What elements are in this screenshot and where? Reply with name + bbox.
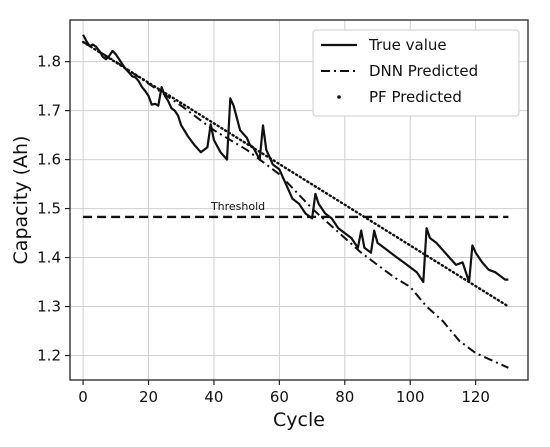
series-line-dnn-predicted xyxy=(82,41,509,369)
x-tick-label: 80 xyxy=(335,388,354,406)
x-tick-label: 40 xyxy=(204,388,223,406)
legend-label-dnn-predicted: DNN Predicted xyxy=(369,62,478,80)
series-line-true-value xyxy=(82,34,509,284)
plot-area-frame xyxy=(69,19,529,381)
x-tick-label: 100 xyxy=(396,388,425,406)
x-tick-label: 20 xyxy=(139,388,158,406)
y-tick-label: 1.5 xyxy=(37,200,61,218)
series-layer xyxy=(81,34,510,369)
series-line-pf-predicted xyxy=(81,40,510,308)
x-axis-title: Cycle xyxy=(273,409,325,431)
x-tick-label: 0 xyxy=(78,388,88,406)
legend-swatch-pf-predicted xyxy=(337,95,341,99)
y-tick-label: 1.6 xyxy=(37,151,61,169)
y-axis-title: Capacity (Ah) xyxy=(10,136,32,265)
y-tick-label: 1.4 xyxy=(37,249,61,267)
legend-box xyxy=(312,29,520,117)
y-tick-label: 1.2 xyxy=(37,347,61,365)
y-tick-label: 1.8 xyxy=(37,53,61,71)
y-tick-label: 1.3 xyxy=(37,298,61,316)
x-tick-label: 60 xyxy=(270,388,289,406)
legend: True value DNN Predicted PF Predicted xyxy=(312,29,520,117)
legend-label-pf-predicted: PF Predicted xyxy=(369,88,462,106)
x-tick-label: 120 xyxy=(461,388,490,406)
legend-label-true-value: True value xyxy=(368,36,447,54)
axis-ticks: 0 20 40 60 80 100 120 1.2 1.3 1.4 1.5 1.6 1.7 1.8 xyxy=(37,53,490,406)
threshold-annotation: Threshold xyxy=(210,200,265,213)
y-tick-label: 1.7 xyxy=(37,102,61,120)
